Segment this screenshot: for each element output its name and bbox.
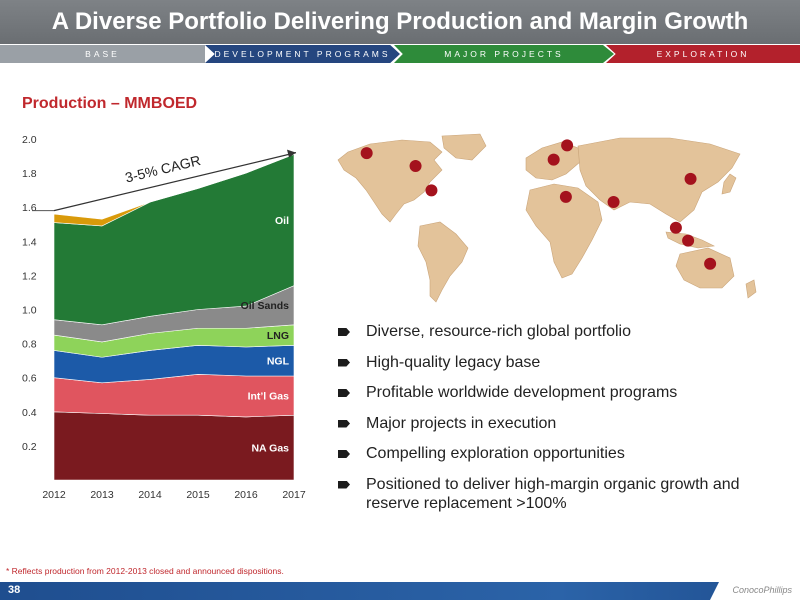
arrow-bullet-icon — [338, 358, 350, 367]
y-tick-label: 0.6 — [22, 373, 37, 385]
phase-base: BASE — [0, 45, 205, 63]
map-land — [337, 133, 757, 303]
series-label-ngl: NGL — [267, 356, 290, 368]
bullet-text: High-quality legacy base — [366, 353, 541, 371]
cagr-arrowhead — [287, 149, 296, 158]
africa-landmass — [525, 183, 603, 279]
footnote: * Reflects production from 2012-2013 clo… — [6, 566, 284, 576]
bullet-list: Diverse, resource-rich global portfolio … — [338, 322, 778, 524]
y-tick-label: 2.0 — [22, 134, 37, 146]
series-label-na-gas: NA Gas — [251, 443, 289, 455]
bullet-text: Positioned to deliver high-margin organi… — [366, 475, 740, 512]
x-tick-label: 2015 — [186, 489, 210, 501]
y-tick-label: 1.4 — [22, 236, 37, 248]
location-marker — [682, 234, 695, 247]
location-marker — [559, 190, 572, 203]
bullet-item: Major projects in execution — [338, 414, 778, 433]
cagr-annotation: 3-5% CAGR — [124, 152, 203, 186]
phase-bar: BASE DEVELOPMENT PROGRAMS MAJOR PROJECTS… — [0, 45, 800, 63]
series-label-int-l-gas: Int’l Gas — [248, 391, 290, 403]
series-label-oil-sands: Oil Sands — [241, 300, 290, 312]
bullet-item: High-quality legacy base — [338, 353, 778, 372]
arrow-bullet-icon — [338, 480, 350, 489]
x-tick-label: 2014 — [138, 489, 162, 501]
y-tick-label: 1.6 — [22, 202, 37, 214]
bullet-item: Diverse, resource-rich global portfolio — [338, 322, 778, 341]
location-marker — [684, 172, 697, 185]
location-marker — [409, 160, 422, 172]
x-tick-label: 2012 — [42, 489, 66, 501]
japan-landmass — [721, 173, 737, 195]
production-chart: NA Gas Int’l Gas NGL LNG Oil Sands Oil * 2.0 1.8… — [22, 134, 306, 501]
bullet-text: Diverse, resource-rich global portfolio — [366, 323, 631, 340]
x-tick-label: 2016 — [234, 489, 258, 501]
world-map — [337, 133, 757, 303]
arrow-bullet-icon — [338, 389, 350, 397]
greenland-landmass — [441, 133, 487, 161]
phase-development-programs: DEVELOPMENT PROGRAMS — [205, 45, 400, 63]
y-tick-label: 1.2 — [22, 270, 37, 282]
south-america-landmass — [417, 221, 469, 303]
north-america-landmass — [337, 139, 443, 223]
y-tick-label: 0.8 — [22, 339, 37, 351]
bottom-bar: 38 ConocoPhillips — [0, 582, 800, 600]
company-logo: ConocoPhillips — [732, 585, 792, 595]
location-marker — [704, 257, 717, 270]
location-marker — [607, 196, 620, 208]
bullet-text: Profitable worldwide development program… — [366, 384, 678, 401]
y-tick-label: 0.4 — [22, 407, 37, 419]
x-tick-label: 2017 — [282, 489, 306, 501]
page-title: A Diverse Portfolio Delivering Productio… — [51, 8, 749, 35]
x-tick-label: 2013 — [90, 489, 114, 501]
series-label-oil: Oil — [275, 215, 289, 227]
location-marker — [561, 139, 574, 152]
arrow-bullet-icon — [338, 328, 350, 336]
page-number: 38 — [8, 584, 21, 596]
bullet-item: Positioned to deliver high-margin organi… — [338, 475, 778, 513]
australia-landmass — [675, 247, 735, 289]
phase-exploration: EXPLORATION — [606, 45, 800, 63]
asia-landmass — [577, 137, 741, 223]
location-marker — [360, 147, 373, 160]
location-marker — [425, 184, 438, 197]
series-label-lng: LNG — [267, 330, 289, 342]
y-tick-label: 0.2 — [22, 441, 37, 453]
arrow-bullet-icon — [338, 419, 350, 428]
y-tick-label: 1.0 — [22, 305, 37, 317]
map-markers — [360, 139, 717, 270]
new-zealand-landmass — [745, 279, 757, 299]
phase-major-projects: MAJOR PROJECTS — [394, 45, 614, 63]
chart-title: Production – MMBOED — [22, 95, 198, 112]
bullet-text: Major projects in execution — [366, 414, 557, 432]
bullet-item: Compelling exploration opportunities — [338, 444, 778, 463]
bullet-text: Compelling exploration opportunities — [366, 445, 625, 462]
bullet-item: Profitable worldwide development program… — [338, 383, 778, 402]
location-marker — [669, 221, 682, 234]
y-tick-label: 1.8 — [22, 168, 37, 180]
cagr-arrow-line — [53, 152, 297, 212]
area-disposition — [53, 154, 295, 227]
logo-box: ConocoPhillips — [710, 582, 800, 600]
location-marker — [547, 153, 560, 166]
series-label-disposition: * — [70, 145, 75, 159]
title-bar: A Diverse Portfolio Delivering Productio… — [0, 0, 800, 44]
arrow-bullet-icon — [338, 450, 350, 458]
